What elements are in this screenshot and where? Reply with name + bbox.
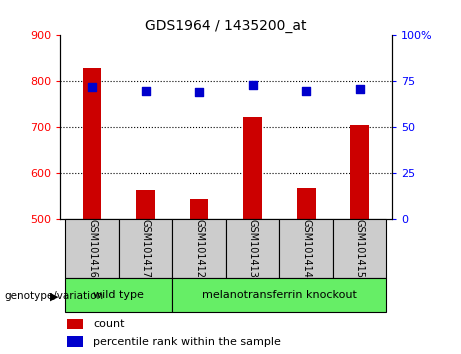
- Bar: [226, 219, 279, 278]
- Text: GSM101416: GSM101416: [87, 219, 97, 278]
- Text: wild type: wild type: [94, 290, 144, 300]
- Bar: [279, 219, 333, 278]
- Text: GSM101412: GSM101412: [194, 219, 204, 278]
- Text: ▶: ▶: [50, 291, 59, 301]
- Text: GSM101414: GSM101414: [301, 219, 311, 278]
- Bar: [65, 219, 119, 278]
- Bar: [350, 125, 369, 219]
- Bar: [83, 68, 101, 219]
- Text: GSM101415: GSM101415: [355, 219, 365, 278]
- Title: GDS1964 / 1435200_at: GDS1964 / 1435200_at: [145, 19, 307, 33]
- Bar: [65, 278, 172, 312]
- Bar: [119, 219, 172, 278]
- Point: [302, 88, 310, 93]
- Point: [142, 88, 149, 93]
- Bar: [190, 199, 208, 219]
- Bar: [136, 189, 155, 219]
- Text: GSM101413: GSM101413: [248, 219, 258, 278]
- Bar: [333, 219, 386, 278]
- Point: [89, 84, 96, 90]
- Bar: [66, 319, 83, 329]
- Bar: [172, 219, 226, 278]
- Bar: [66, 336, 83, 347]
- Text: genotype/variation: genotype/variation: [5, 291, 104, 301]
- Bar: [172, 278, 386, 312]
- Point: [356, 86, 363, 92]
- Text: count: count: [93, 319, 124, 329]
- Bar: [297, 188, 316, 219]
- Point: [195, 90, 203, 95]
- Bar: [243, 117, 262, 219]
- Point: [249, 82, 256, 88]
- Text: percentile rank within the sample: percentile rank within the sample: [93, 337, 281, 347]
- Text: melanotransferrin knockout: melanotransferrin knockout: [202, 290, 357, 300]
- Text: GSM101417: GSM101417: [141, 219, 151, 278]
